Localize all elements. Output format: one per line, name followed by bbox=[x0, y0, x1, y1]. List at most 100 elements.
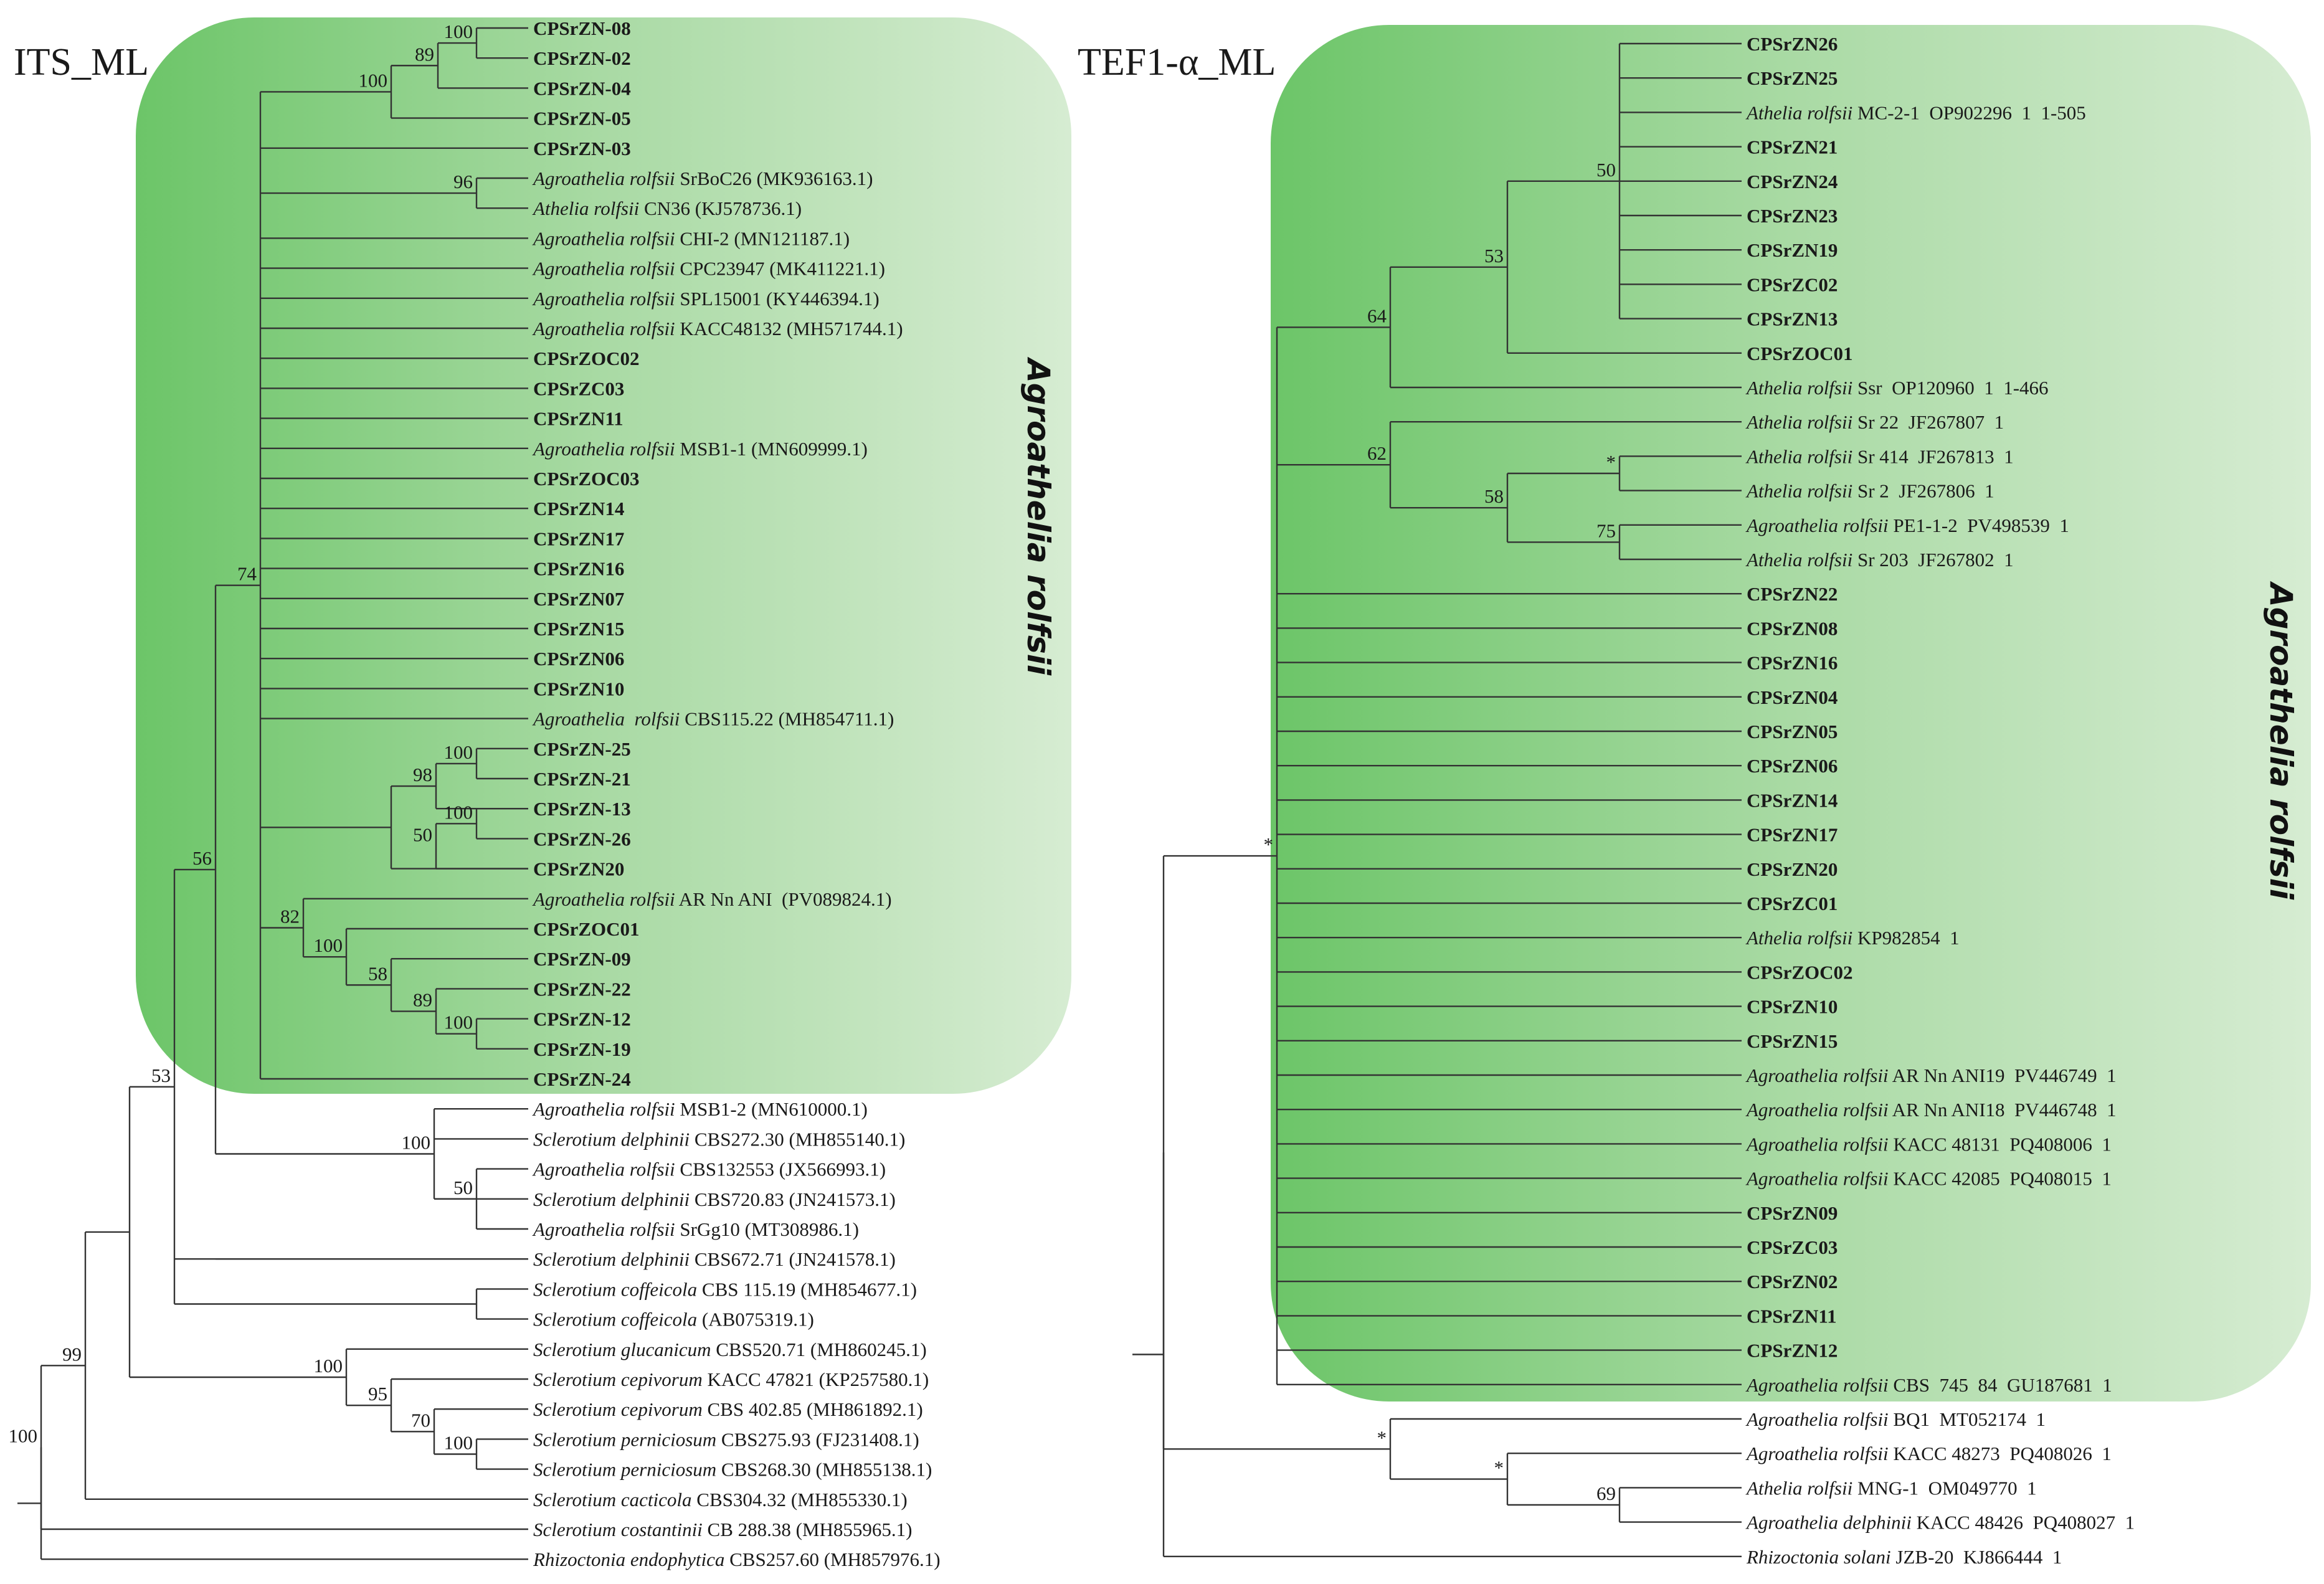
its-leaf-label: CPSrZN-05 bbox=[533, 108, 631, 130]
its-leaf-label: CPSrZN11 bbox=[533, 408, 624, 430]
tef-leaf-text: Athelia rolfsii bbox=[1745, 549, 1852, 571]
its-support-value: 98 bbox=[413, 764, 432, 785]
tef-leaf-text: CPSrZN26 bbox=[1747, 33, 1838, 55]
tef-leaf-label: CPSrZN22 bbox=[1747, 583, 1838, 605]
its-support-value: 89 bbox=[415, 43, 434, 65]
its-leaf-text: Agroathelia rolfsii bbox=[532, 438, 675, 460]
tef-leaf-text: CBS 745 84 GU187681 1 bbox=[1889, 1374, 2112, 1396]
tef-leaf-text: CPSrZN04 bbox=[1747, 686, 1838, 708]
its-leaf-label: Agroathelia rolfsii CBS132553 (JX566993.… bbox=[532, 1159, 886, 1180]
tef-leaf-label: CPSrZN09 bbox=[1747, 1202, 1838, 1224]
tef-leaf-text: Athelia rolfsii bbox=[1745, 480, 1852, 502]
its-leaf-text: CPSrZN20 bbox=[533, 858, 624, 880]
its-support-value: 74 bbox=[237, 563, 257, 585]
tef-leaf-text: Athelia rolfsii bbox=[1745, 377, 1852, 399]
its-support-value: 100 bbox=[314, 934, 343, 956]
tef-leaf-label: CPSrZN23 bbox=[1747, 205, 1838, 227]
its-leaf-text: CPSrZOC02 bbox=[533, 348, 640, 369]
tef-support-value: 50 bbox=[1596, 159, 1616, 181]
its-leaf-text: Agroathelia rolfsii bbox=[532, 1218, 675, 1240]
its-leaf-label: CPSrZC03 bbox=[533, 377, 624, 399]
tef-leaf-text: Agroathelia rolfsii bbox=[1745, 1443, 1889, 1464]
its-panel-title: ITS_ML bbox=[14, 41, 149, 83]
its-leaf-text: Agroathelia rolfsii bbox=[532, 227, 675, 249]
its-leaf-text: Sclerotium coffeicola bbox=[533, 1309, 697, 1330]
tef-leaf-text: JZB-20 KJ866444 1 bbox=[1891, 1546, 2062, 1568]
its-leaf-text: KACC 47821 (KP257580.1) bbox=[703, 1368, 929, 1390]
tef-leaf-text: CPSrZN12 bbox=[1747, 1340, 1838, 1362]
tef-leaf-text: CPSrZN16 bbox=[1747, 652, 1838, 674]
its-leaf-label: Agroathelia rolfsii MSB1-2 (MN610000.1) bbox=[532, 1098, 868, 1120]
its-support-value: 100 bbox=[402, 1132, 431, 1154]
its-leaf-label: CPSrZN16 bbox=[533, 558, 624, 580]
tef-leaf-text: Ssr OP120960 1 1-466 bbox=[1852, 377, 2048, 399]
tef-leaf-text: CPSrZN09 bbox=[1747, 1202, 1838, 1224]
its-leaf-label: Agroathelia rolfsii SPL15001 (KY446394.1… bbox=[532, 288, 880, 310]
its-leaf-label: CPSrZN-19 bbox=[533, 1038, 631, 1060]
its-leaf-text: CBS 115.19 (MH854677.1) bbox=[697, 1278, 917, 1300]
its-leaf-text: CPSrZN-19 bbox=[533, 1038, 631, 1060]
tef-leaf-label: CPSrZN24 bbox=[1747, 171, 1838, 192]
its-leaf-text: Sclerotium delphinii bbox=[533, 1248, 690, 1270]
tef-leaf-label: Agroathelia rolfsii AR Nn ANI19 PV446749… bbox=[1745, 1065, 2117, 1086]
its-support-value: 56 bbox=[192, 847, 212, 869]
tef-leaf-text: Agroathelia rolfsii bbox=[1745, 1168, 1889, 1190]
its-leaf-label: Sclerotium delphinii CBS272.30 (MH855140… bbox=[533, 1128, 905, 1150]
its-leaf-label: CPSrZOC01 bbox=[533, 918, 640, 940]
its-support-value: 53 bbox=[151, 1065, 171, 1086]
its-leaf-label: CPSrZN14 bbox=[533, 498, 624, 519]
its-leaf-text: CPSrZC03 bbox=[533, 377, 624, 399]
its-leaf-label: Agroathelia rolfsii MSB1-1 (MN609999.1) bbox=[532, 438, 868, 460]
tef-leaf-text: Rhizoctonia solani bbox=[1746, 1546, 1891, 1568]
tef-panel: TEF1-α_ML Agroathelia rolfsii CPSrZN26CP… bbox=[1078, 25, 2311, 1568]
its-support-values: 100 89 100 96 100 98 100 50 100 58 89 100 82 74 100 50 5… bbox=[9, 21, 473, 1453]
its-leaf-text: Sclerotium costantinii bbox=[533, 1519, 703, 1540]
tef-support-values: 50 53 64 * 75 58 62 * 69 * * bbox=[1264, 159, 1616, 1504]
its-leaf-text: CPSrZN11 bbox=[533, 408, 624, 430]
its-leaf-label: Athelia rolfsii CN36 (KJ578736.1) bbox=[532, 197, 802, 219]
tef-clade-box bbox=[1271, 25, 2311, 1401]
its-leaf-label: CPSrZN-08 bbox=[533, 17, 631, 39]
tef-leaf-text: CPSrZN06 bbox=[1747, 755, 1838, 777]
its-leaf-text: CPSrZN-08 bbox=[533, 17, 631, 39]
its-panel: ITS_ML Agroathelia rolfsii CPSrZN-08 CPSr… bbox=[9, 17, 1071, 1570]
its-leaf-text: CPSrZN15 bbox=[533, 618, 624, 640]
its-leaf-text: Sclerotium coffeicola bbox=[533, 1278, 697, 1300]
its-leaf-text: CBS257.60 (MH857976.1) bbox=[724, 1548, 940, 1570]
tef-leaf-text: KACC 42085 PQ408015 1 bbox=[1889, 1168, 2112, 1190]
tef-leaf-label: CPSrZN12 bbox=[1747, 1340, 1838, 1362]
its-leaf-text: CB 288.38 (MH855965.1) bbox=[703, 1519, 913, 1540]
its-leaf-text: CPSrZN17 bbox=[533, 528, 624, 549]
its-leaf-text: Sclerotium delphinii bbox=[533, 1128, 690, 1150]
its-leaf-label: CPSrZN-02 bbox=[533, 47, 631, 69]
tef-leaf-label: Agroathelia delphinii KACC 48426 PQ40802… bbox=[1745, 1512, 2135, 1534]
tef-clade-label: Agroathelia rolfsii bbox=[2263, 581, 2299, 900]
its-support-value: 96 bbox=[453, 171, 473, 192]
its-leaf-text: SrGg10 (MT308986.1) bbox=[675, 1218, 859, 1240]
its-leaf-label: CPSrZN-12 bbox=[533, 1008, 631, 1030]
its-leaf-text: CPSrZOC01 bbox=[533, 918, 640, 940]
tef-leaf-label: CPSrZC03 bbox=[1747, 1236, 1838, 1258]
tef-leaf-text: CPSrZN14 bbox=[1747, 789, 1838, 811]
tef-support-value: 62 bbox=[1367, 442, 1387, 464]
tef-leaf-text: CPSrZN02 bbox=[1747, 1271, 1838, 1292]
tef-support-value: 75 bbox=[1596, 519, 1616, 541]
its-leaf-text: Sclerotium perniciosum bbox=[533, 1428, 716, 1450]
its-support-value: 58 bbox=[368, 962, 387, 984]
its-leaf-text: SPL15001 (KY446394.1) bbox=[675, 288, 880, 310]
its-support-value: 100 bbox=[444, 21, 473, 42]
its-support-value: 100 bbox=[314, 1355, 343, 1377]
tef-leaf-text: Athelia rolfsii bbox=[1745, 1477, 1852, 1499]
its-leaf-text: Athelia rolfsii bbox=[532, 197, 639, 219]
tef-leaf-label: CPSrZOC02 bbox=[1747, 961, 1853, 983]
tef-leaf-label: CPSrZN13 bbox=[1747, 308, 1838, 330]
its-leaf-text: CBS275.93 (FJ231408.1) bbox=[716, 1428, 919, 1450]
its-leaf-text: Agroathelia rolfsii bbox=[532, 888, 675, 910]
tef-leaf-label: CPSrZN02 bbox=[1747, 1271, 1838, 1292]
its-leaf-label: CPSrZN-09 bbox=[533, 948, 631, 970]
its-leaf-label: Rhizoctonia endophytica CBS257.60 (MH857… bbox=[533, 1548, 941, 1570]
its-branches bbox=[17, 27, 528, 1560]
its-leaf-label: Agroathelia rolfsii CPC23947 (MK411221.1… bbox=[532, 258, 885, 280]
tef-leaf-label: Agroathelia rolfsii CBS 745 84 GU187681 … bbox=[1745, 1374, 2112, 1396]
